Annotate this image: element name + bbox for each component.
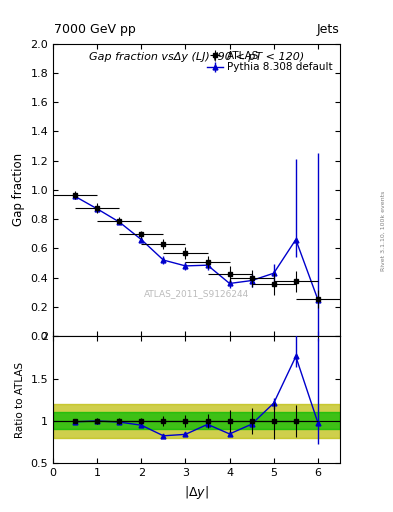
Text: Gap fraction vsΔy (LJ) (90 < pT < 120): Gap fraction vsΔy (LJ) (90 < pT < 120) [89, 52, 304, 62]
Text: 7000 GeV pp: 7000 GeV pp [54, 23, 136, 36]
X-axis label: $|\Delta y|$: $|\Delta y|$ [184, 484, 209, 501]
Text: ATLAS_2011_S9126244: ATLAS_2011_S9126244 [144, 289, 249, 298]
Y-axis label: Ratio to ATLAS: Ratio to ATLAS [15, 361, 25, 438]
Legend: ATLAS, Pythia 8.308 default: ATLAS, Pythia 8.308 default [205, 49, 335, 74]
Text: Rivet 3.1.10, 100k events: Rivet 3.1.10, 100k events [381, 190, 386, 270]
Text: Jets: Jets [316, 23, 339, 36]
Y-axis label: Gap fraction: Gap fraction [12, 153, 25, 226]
